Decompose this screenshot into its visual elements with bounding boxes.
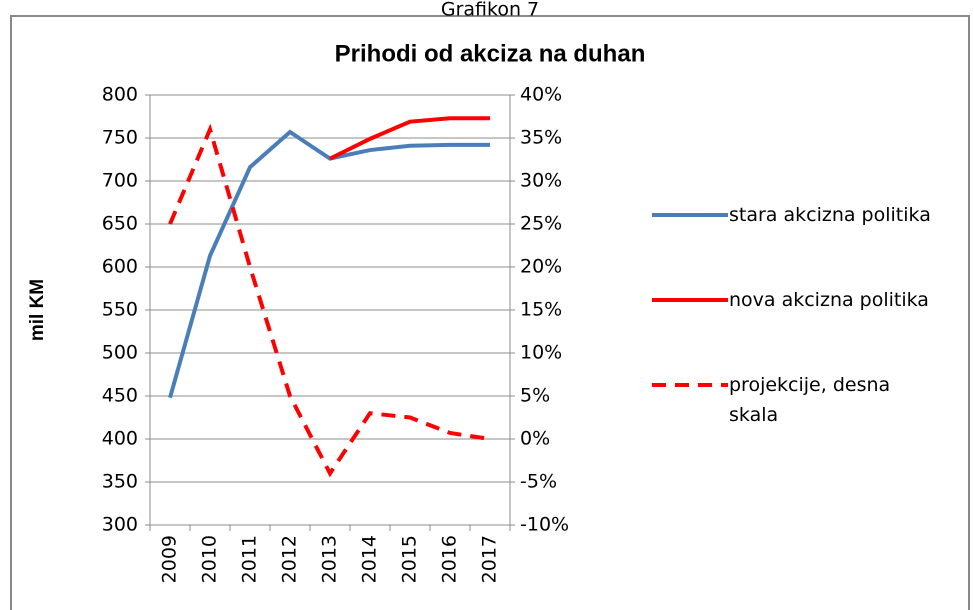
y2-tick-label: 15% (520, 299, 562, 321)
y-tick-label: 650 (102, 213, 138, 235)
x-tick-label: 2011 (239, 535, 261, 583)
y-tick-label: 450 (102, 385, 138, 407)
legend-label: projekcije, desna skala (729, 374, 891, 426)
series-line (168, 123, 491, 478)
chart-frame (10, 15, 970, 610)
x-tick-label: 2017 (479, 535, 501, 583)
y2-tick-label: 20% (520, 256, 562, 278)
y-tick-label: 550 (102, 299, 138, 321)
x-tick-label: 2015 (399, 535, 421, 583)
x-tick-label: 2010 (199, 535, 221, 583)
y2-tick-label: 30% (520, 170, 562, 192)
y-tick-label: 350 (102, 471, 138, 493)
y2-tick-label: 25% (520, 213, 562, 235)
y2-tick-label: 10% (520, 342, 562, 364)
x-tick-label: 2016 (439, 535, 461, 583)
x-tick-label: 2009 (159, 535, 181, 583)
y-axis-label: mil KM (27, 279, 48, 341)
y2-tick-label: 0% (520, 428, 550, 450)
y2-tick-label: 35% (520, 127, 562, 149)
x-tick-label: 2013 (319, 535, 341, 583)
figure-label: Grafikon 7 (441, 0, 539, 21)
y-tick-label: 300 (102, 514, 138, 536)
y2-tick-label: -5% (520, 471, 557, 493)
x-tick-label: 2012 (279, 535, 301, 583)
legend-label: stara akcizna politika (729, 204, 931, 226)
y-tick-label: 800 (102, 84, 138, 106)
y-tick-label: 400 (102, 428, 138, 450)
y2-tick-label: 40% (520, 84, 562, 106)
y-tick-label: 700 (102, 170, 138, 192)
y2-tick-label: 5% (520, 385, 550, 407)
y2-tick-label: -10% (520, 514, 569, 536)
chart-title: Prihodi od akciza na duhan (335, 40, 646, 67)
y-tick-label: 750 (102, 127, 138, 149)
series-line (329, 116, 490, 161)
y-tick-label: 500 (102, 342, 138, 364)
y-tick-label: 600 (102, 256, 138, 278)
x-tick-label: 2014 (359, 535, 381, 583)
legend-label: nova akcizna politika (729, 289, 929, 311)
